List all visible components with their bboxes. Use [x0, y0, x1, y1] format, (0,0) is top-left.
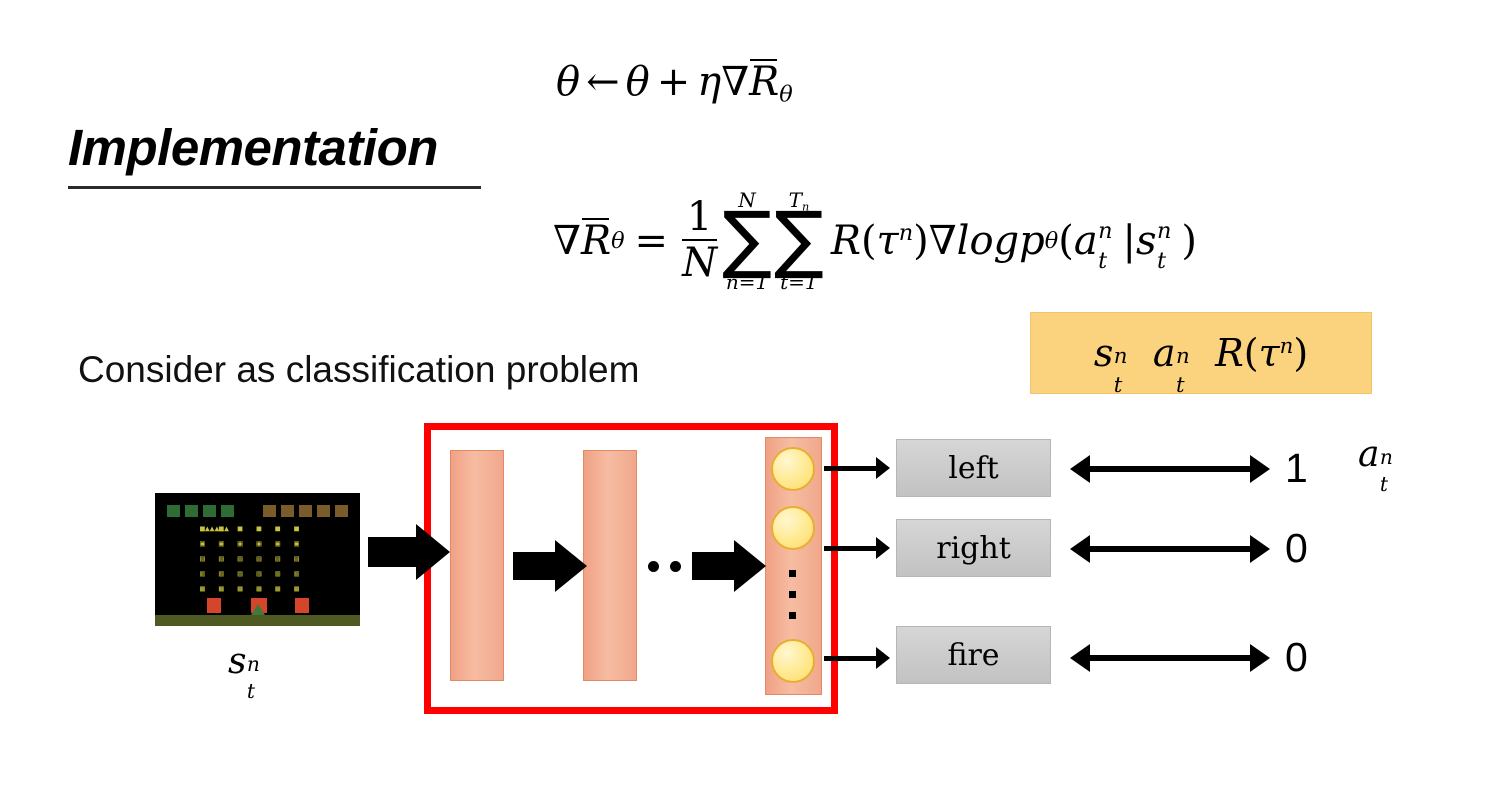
tau-symbol: τ — [1258, 331, 1280, 375]
left-arrow-icon: ← — [586, 59, 620, 105]
vertical-dots-icon — [789, 591, 796, 598]
action-box-left[interactable]: left — [896, 439, 1051, 497]
player-cannon — [251, 604, 265, 615]
ground-strip — [155, 615, 360, 626]
hidden-layer-1 — [450, 450, 504, 681]
target-value-right: 0 — [1285, 525, 1308, 571]
right-paren: ) — [913, 217, 929, 264]
nabla-icon: ∇ — [721, 59, 750, 105]
left-paren-2: ( — [1058, 217, 1074, 264]
reward-term: R(τn) — [825, 221, 929, 261]
n-superscript: n — [1279, 333, 1294, 359]
hidden-layer-2 — [583, 450, 637, 681]
r-bar-symbol: R — [749, 59, 780, 105]
fraction-numerator: 1 — [686, 194, 713, 241]
action-label-right: right — [936, 530, 1011, 566]
target-value-fire: 0 — [1285, 634, 1308, 680]
right-paren-2: ) — [1181, 217, 1197, 264]
vertical-dots-icon — [789, 612, 796, 619]
sum-upper-limit: N — [738, 188, 756, 212]
reward-r: R — [830, 217, 861, 264]
plus-sign: + — [656, 59, 691, 105]
t-subscript: t — [246, 679, 255, 704]
action-a: a — [1152, 331, 1176, 375]
t-subscript: t — [1379, 472, 1388, 497]
n-superscript: n — [898, 219, 914, 246]
sigma-icon: ∑ — [773, 196, 824, 282]
t-symbol: T — [788, 188, 802, 212]
title-underline — [68, 186, 481, 189]
space-invaders-canvas: ▲▲▲▲▲▲ ■■■■■■ ▣▣▣▣▣▣ ▤▤▤▤▤▤ ▥▥▥▥▥▥ ▦▦▦▦▦… — [155, 493, 360, 626]
action-label-fire: fire — [947, 637, 1000, 673]
state-s: s — [228, 641, 247, 682]
n-superscript: n — [1156, 218, 1172, 245]
theta-subscript: θ — [779, 81, 793, 108]
nabla-icon-2: ∇ — [928, 217, 957, 264]
n-superscript: n — [1113, 344, 1128, 370]
output-neuron-left — [771, 447, 815, 491]
action-box-right[interactable]: right — [896, 519, 1051, 577]
eta-symbol: η — [697, 59, 722, 105]
vertical-dots-icon — [789, 570, 796, 577]
sum-lower-limit-t: t=1 — [780, 269, 818, 294]
output-neuron-right — [771, 506, 815, 550]
state-s: s — [1135, 217, 1157, 264]
action-box-fire[interactable]: fire — [896, 626, 1051, 684]
output-layer — [765, 437, 822, 695]
n-subscript: n — [801, 200, 810, 214]
game-state-image: ▲▲▲▲▲▲ ■■■■■■ ▣▣▣▣▣▣ ▤▤▤▤▤▤ ▥▥▥▥▥▥ ▦▦▦▦▦… — [155, 493, 360, 626]
conditional-bar: | — [1122, 217, 1136, 264]
state-s: s — [1093, 331, 1114, 375]
reward-r: R — [1215, 331, 1244, 375]
fraction-denominator: N — [682, 240, 718, 287]
highlight-content: s n t a n t R(τn) — [1093, 331, 1309, 396]
output-neuron-fire — [771, 639, 815, 683]
sum-lower-limit: n=1 — [725, 269, 769, 294]
action-a: a — [1358, 434, 1380, 475]
highlighted-terms-box: s n t a n t R(τn) — [1030, 312, 1372, 396]
action-a: a — [1073, 217, 1098, 264]
formula-parameter-update: θ ← θ + η∇Rθ — [556, 59, 793, 106]
r-bar-symbol: R — [580, 217, 612, 264]
n-superscript: n — [246, 652, 260, 677]
left-paren: ( — [1243, 331, 1259, 375]
t-subscript: t — [1156, 248, 1166, 275]
sigma-icon: ∑ — [722, 196, 772, 282]
left-paren: ( — [860, 217, 877, 264]
sum-upper-limit-tn: Tn — [788, 188, 810, 214]
summation-over-n: N ∑ n=1 — [722, 190, 772, 292]
t-subscript: t — [1098, 248, 1108, 275]
page-title: Implementation — [68, 119, 438, 176]
nabla-icon: ∇ — [553, 217, 581, 264]
equals-sign: = — [634, 217, 669, 264]
t-subscript: t — [1176, 372, 1185, 398]
fraction-bar — [682, 238, 718, 242]
n-superscript: n — [1379, 445, 1393, 470]
subheading-text: Consider as classification problem — [78, 349, 640, 390]
right-paren: ) — [1293, 331, 1309, 375]
t-subscript: t — [1113, 372, 1123, 398]
action-label-left: left — [948, 450, 999, 486]
theta-symbol-2: θ — [625, 59, 650, 105]
theta-symbol: θ — [556, 59, 581, 105]
target-value-left: 1 — [1285, 445, 1308, 491]
tau-symbol: τ — [876, 217, 899, 264]
n-superscript: n — [1098, 218, 1113, 245]
summation-over-t: Tn ∑ t=1 — [774, 190, 824, 292]
fraction-one-over-n: 1 N — [682, 194, 718, 287]
n-superscript: n — [1176, 344, 1190, 370]
log-p-term: logp — [956, 217, 1045, 264]
